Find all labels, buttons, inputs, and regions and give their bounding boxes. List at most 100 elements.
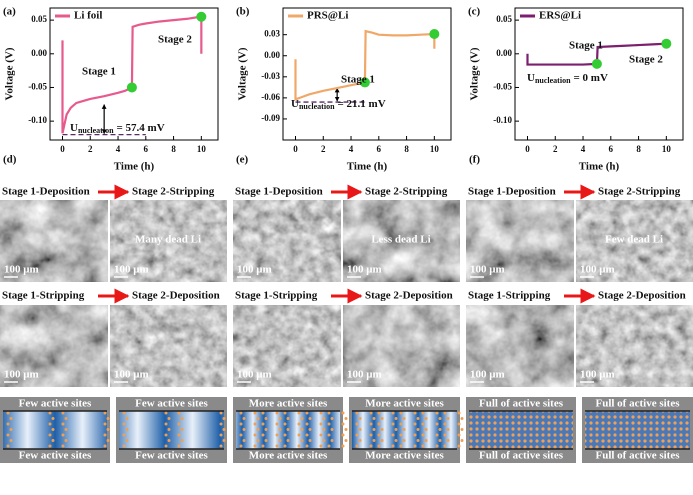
lithium-dot: [372, 439, 376, 442]
lithium-dot: [64, 439, 68, 442]
label-part: nucleation: [535, 76, 571, 85]
annotation: Stage 1: [341, 74, 375, 86]
lithium-dot: [460, 439, 464, 442]
stage-label: Stage 2-Deposition: [365, 290, 453, 302]
lithium-dot: [319, 444, 323, 448]
lithium-dot: [399, 433, 403, 437]
lithium-dot: [358, 417, 362, 420]
lithium-dot: [180, 417, 184, 420]
lithium-dot: [103, 444, 107, 448]
lithium-dot: [61, 444, 65, 448]
lithium-dot: [305, 422, 309, 426]
panel-label: (b): [236, 6, 250, 18]
lithium-dot: [242, 428, 246, 431]
y-tick-label: 0.00: [496, 48, 512, 58]
lithium-dot: [421, 411, 425, 415]
lithium-dot: [275, 411, 279, 415]
scale-bar-label: 100 μm: [470, 369, 505, 381]
lithium-dot: [278, 428, 282, 431]
lithium-dot: [297, 444, 301, 448]
lithium-dot: [283, 422, 287, 426]
lithium-dot: [300, 417, 304, 420]
lithium-dot: [122, 411, 126, 415]
lithium-dot: [369, 433, 373, 437]
lithium-dot: [286, 439, 290, 442]
lithium-dot: [297, 411, 301, 415]
lithium-dot: [256, 439, 260, 442]
stage-label: Stage 2-Stripping: [132, 186, 215, 198]
lithium-dot: [438, 417, 442, 420]
lithium-dot: [319, 411, 323, 415]
lithium-dot: [327, 411, 331, 415]
lithium-dot: [300, 439, 304, 442]
sites-label: Few active sites: [19, 398, 92, 410]
lithium-dot: [256, 428, 260, 431]
lithium-dot: [305, 433, 309, 437]
lithium-dot: [421, 433, 425, 437]
lithium-dot: [413, 422, 417, 426]
x-axis-label: Time (h): [347, 161, 388, 173]
lithium-dot: [125, 417, 129, 420]
lithium-dot: [103, 422, 107, 426]
lithium-dot: [122, 444, 126, 448]
x-tick-label: 4: [116, 144, 121, 154]
lithium-dot: [278, 417, 282, 420]
sites-label: Full of active sites: [595, 398, 680, 410]
x-axis-label: Time (h): [114, 161, 155, 173]
lithium-dot: [391, 444, 395, 448]
lithium-dot: [344, 428, 348, 431]
lithium-dot: [51, 428, 55, 431]
lithium-dot: [421, 422, 425, 426]
lithium-dot: [297, 433, 301, 437]
lithium-dot: [64, 417, 68, 420]
x-tick-label: 8: [404, 144, 409, 154]
lithium-dot: [261, 444, 265, 448]
lithium-dot: [457, 433, 461, 437]
lithium-dot: [377, 444, 381, 448]
lithium-dot: [239, 411, 243, 415]
sem-image: [466, 305, 574, 387]
lithium-dot: [355, 444, 359, 448]
stage-label: Stage 1-Deposition: [2, 186, 90, 198]
x-tick-label: 2: [321, 144, 326, 154]
scale-bar-label: 100 μm: [580, 264, 615, 276]
lithium-dot: [457, 422, 461, 426]
lithium-dot: [435, 422, 439, 426]
lithium-dot: [48, 444, 52, 448]
x-tick-label: 0: [525, 144, 530, 154]
x-tick-label: 2: [88, 144, 93, 154]
sites-label: More active sites: [249, 398, 328, 410]
y-tick-label: -0.05: [28, 82, 47, 92]
lithium-dot: [394, 417, 398, 420]
stage-marker: [126, 82, 137, 93]
series-line: [294, 29, 436, 101]
label-part: nucleation: [78, 126, 114, 135]
lithium-dot: [372, 428, 376, 431]
lithium-dot: [327, 422, 331, 426]
label-part: U: [527, 72, 535, 84]
lithium-dot: [177, 433, 181, 437]
legend-label: Li foil: [74, 10, 102, 22]
lithium-dot: [283, 433, 287, 437]
stage-label: Stage 1-Deposition: [468, 186, 556, 198]
lithium-dot: [6, 433, 10, 437]
lithium-dot: [122, 433, 126, 437]
annotation: Stage 2: [629, 54, 663, 66]
image-note: Few dead Li: [605, 234, 663, 246]
panel-label: (a): [3, 6, 16, 18]
stage-label: Stage 2-Stripping: [365, 186, 448, 198]
lithium-dot: [372, 417, 376, 420]
lithium-dot: [48, 422, 52, 426]
lithium-dot: [341, 433, 345, 437]
lithium-dot: [177, 422, 181, 426]
lithium-dot: [435, 411, 439, 415]
x-tick-label: 10: [662, 144, 672, 154]
annotation: Stage 1: [82, 66, 116, 78]
lithium-dot: [286, 417, 290, 420]
sem-image: [110, 305, 227, 387]
lithium-dot: [6, 444, 10, 448]
plot-frame: [514, 7, 684, 141]
lithium-dot: [322, 439, 326, 442]
lithium-dot: [457, 411, 461, 415]
lithium-dot: [446, 439, 450, 442]
